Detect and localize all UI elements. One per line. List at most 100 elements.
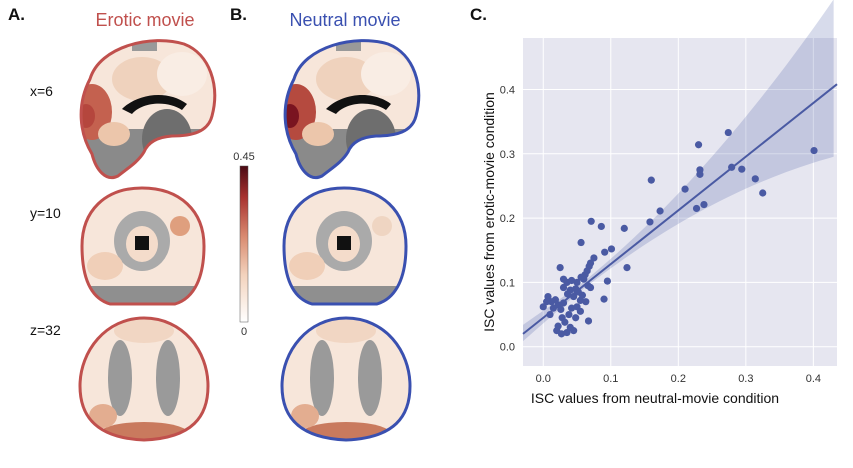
brain-outline <box>283 39 421 179</box>
region <box>361 52 411 96</box>
colorbar-max-label: 0.45 <box>233 151 254 163</box>
region <box>336 40 361 51</box>
y-axis-label: ISC values from erotic-movie condition <box>481 92 497 332</box>
data-point <box>561 318 569 326</box>
plot-area <box>523 38 837 366</box>
x-tick-label: 0.1 <box>603 373 618 385</box>
data-point <box>559 275 568 283</box>
brainstem-region <box>346 109 396 169</box>
data-point <box>568 276 576 285</box>
region <box>284 286 406 304</box>
data-point <box>656 207 664 215</box>
region <box>291 404 319 428</box>
data-point <box>543 298 551 306</box>
data-point <box>607 245 616 253</box>
data-point <box>587 217 595 225</box>
brain-cor <box>282 186 408 306</box>
data-point <box>810 146 818 155</box>
data-point <box>738 165 746 173</box>
panel-c-label: C. <box>470 5 487 24</box>
region <box>316 57 376 101</box>
data-point <box>586 283 595 292</box>
data-point <box>556 264 564 272</box>
region <box>316 319 376 343</box>
colorbar <box>239 165 249 323</box>
region <box>132 40 157 51</box>
brain-outline <box>280 316 412 442</box>
data-point <box>597 222 605 231</box>
data-point <box>584 317 593 325</box>
x-tick-label: 0.2 <box>671 373 686 385</box>
data-point <box>759 189 767 197</box>
colorbar-min-label: 0 <box>241 326 247 338</box>
region <box>157 52 207 96</box>
panel-a-label: A. <box>8 5 25 24</box>
ventricle-region <box>135 236 149 250</box>
data-point <box>700 200 708 209</box>
x-tick-label: 0.4 <box>806 373 821 385</box>
data-point <box>590 254 598 262</box>
ventricle-region <box>326 94 391 114</box>
data-point <box>568 304 576 312</box>
brainstem-region <box>142 109 192 169</box>
slice-label-sagittal: x=6 <box>30 83 53 99</box>
panel-a-title: Erotic movie <box>95 10 194 30</box>
brain-sag <box>283 39 421 179</box>
data-point <box>696 170 704 178</box>
data-point <box>557 305 565 314</box>
region <box>87 252 123 280</box>
scatter-plot: 0.0 0.1 0.2 0.3 0.4 0.0 0.1 0.2 0.3 0.4 <box>500 0 838 385</box>
data-point <box>586 259 595 267</box>
brain-maps <box>78 39 421 442</box>
region <box>289 252 325 280</box>
data-point <box>681 185 689 193</box>
y-tick-label: 0.3 <box>500 149 515 161</box>
region <box>108 340 132 416</box>
brain-axi <box>280 316 412 442</box>
panel-b-label: B. <box>230 5 247 24</box>
data-point <box>646 218 654 226</box>
data-point <box>647 176 655 184</box>
region <box>98 122 130 146</box>
region <box>82 286 204 304</box>
data-point <box>539 303 547 311</box>
data-point <box>565 310 573 319</box>
y-tick-label: 0.1 <box>500 277 515 289</box>
y-tick-label: 0.4 <box>500 84 515 96</box>
region <box>89 404 117 428</box>
region <box>358 340 382 416</box>
brain-sag <box>79 39 217 179</box>
ventricle-region <box>122 94 187 114</box>
data-point <box>601 248 609 256</box>
region <box>114 319 174 343</box>
data-point <box>751 175 759 183</box>
region <box>112 57 172 101</box>
slice-label-coronal: y=10 <box>30 205 61 221</box>
data-point <box>557 330 566 338</box>
brain-outline <box>78 316 210 442</box>
brain-regions <box>284 188 406 304</box>
brain-regions <box>82 188 204 304</box>
data-point <box>620 224 628 232</box>
x-axis-label: ISC values from neutral-movie condition <box>531 390 779 406</box>
brain-axi <box>78 316 210 442</box>
brain-cor <box>80 186 206 306</box>
data-point <box>566 286 574 294</box>
ventricle-region <box>337 236 351 250</box>
region <box>310 340 334 416</box>
data-point <box>577 238 585 247</box>
data-point <box>692 204 701 213</box>
occipital-region <box>99 422 189 440</box>
y-tick-label: 0.0 <box>500 342 515 354</box>
data-point <box>582 298 590 306</box>
region <box>170 216 190 236</box>
regression-line <box>522 83 838 335</box>
brain-regions <box>80 318 208 440</box>
data-point <box>600 295 608 303</box>
brain-regions <box>282 318 410 440</box>
data-point <box>570 327 578 335</box>
brain-outline <box>79 39 217 179</box>
slice-label-axial: z=32 <box>30 322 61 338</box>
data-point <box>573 278 581 286</box>
